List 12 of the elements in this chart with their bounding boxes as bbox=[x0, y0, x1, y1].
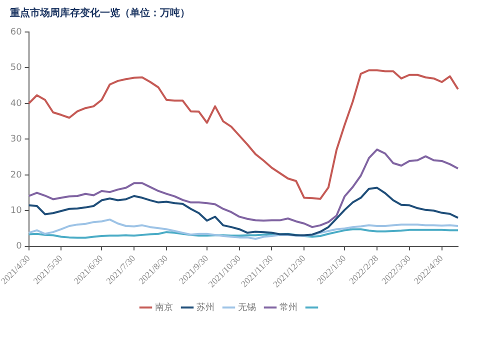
legend-label: 南京 bbox=[154, 302, 173, 313]
legend-label: 无锡 bbox=[238, 302, 256, 313]
legend-label: 苏州 bbox=[196, 302, 214, 313]
y-tick-label: 30 bbox=[10, 134, 22, 145]
y-tick-label: 50 bbox=[10, 63, 22, 74]
chart-title: 重点市场周库存变化一览（单位：万吨） bbox=[10, 6, 190, 20]
y-tick-label: 40 bbox=[10, 98, 22, 109]
y-tick-label: 20 bbox=[10, 170, 22, 180]
y-tick-label: 0 bbox=[16, 242, 22, 252]
legend-label: 常州 bbox=[279, 302, 298, 313]
y-tick-label: 60 bbox=[10, 27, 22, 38]
y-tick-label: 10 bbox=[10, 206, 22, 216]
